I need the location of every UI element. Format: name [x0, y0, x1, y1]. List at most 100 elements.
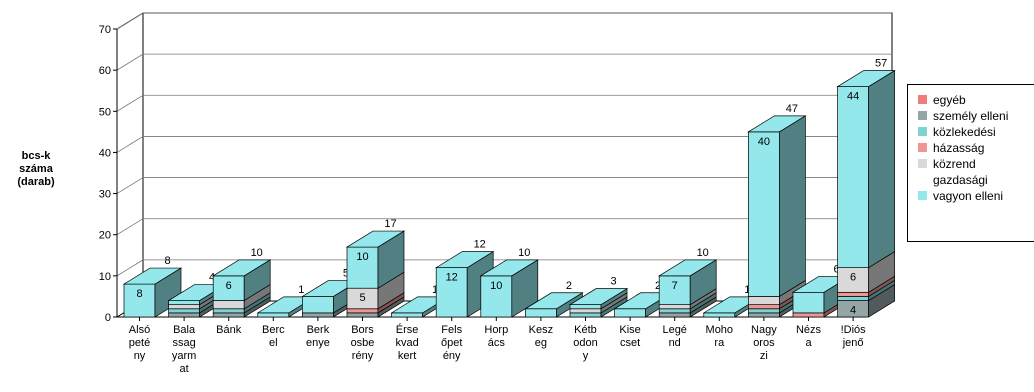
x-tick-label: Kétb [574, 324, 597, 336]
y-axis-label-line: (darab) [17, 176, 55, 188]
bar-segment-front [837, 291, 869, 297]
bar-total-label: 10 [251, 247, 263, 259]
segment-data-label: 6 [226, 280, 232, 292]
bar-top-face [747, 115, 807, 133]
x-tick-label: őpet [441, 337, 462, 349]
x-tick-label: Bánk [216, 324, 242, 336]
legend-label-line: vagyon elleni [933, 189, 1004, 203]
x-tick-label: a [805, 337, 812, 349]
x-tick-label: kert [398, 350, 416, 362]
segment-data-label: 10 [490, 280, 502, 292]
x-tick-label: ény [443, 350, 461, 362]
bar-segment-front [748, 312, 780, 318]
x-tick-label: jenő [842, 337, 864, 349]
segment-data-label: 7 [672, 280, 678, 292]
legend-label-line: házasság [933, 141, 985, 155]
legend-label: személy elleni [933, 108, 1008, 124]
bar-segment-front [168, 304, 200, 310]
segment-data-label: 10 [356, 251, 368, 263]
x-tick-label: Legé [662, 324, 686, 336]
x-tick-label: ny [134, 350, 146, 362]
bar-segment-side [868, 69, 895, 269]
segment-data-label: 5 [359, 292, 365, 304]
bar-segment-front [569, 308, 602, 314]
legend-label-line: egyéb [933, 93, 966, 107]
x-tick-label: Horp [484, 324, 508, 336]
bar-segment-front [168, 300, 200, 306]
x-tick-label: Fels [441, 324, 462, 336]
y-axis-label: bcs-k száma (darab) [4, 150, 68, 189]
y-tick-label: 40 [99, 147, 111, 159]
bar-segment-front [212, 300, 245, 310]
bar-segment-front [346, 308, 379, 314]
legend-item-egyeb: egyéb [918, 92, 1034, 108]
bar-segment-front [569, 304, 602, 310]
legend-swatch [918, 159, 927, 168]
x-tick-label: Kesz [529, 324, 553, 336]
x-tick-label: odon [573, 337, 597, 349]
x-tick-label: nd [669, 337, 681, 349]
x-tick-label: y [583, 350, 589, 362]
bar-segment-front [658, 304, 691, 310]
legend-label: vagyon elleni [933, 188, 1003, 204]
legend: egyéb személy elleni közlekedési házassá… [907, 84, 1034, 242]
grid-line-side [116, 259, 144, 277]
bar-segment-front [658, 312, 691, 318]
legend-swatch [918, 191, 927, 200]
bar-segment-front [792, 291, 825, 314]
legend-label-line: személy elleni [933, 109, 1009, 123]
bar-segment-front [391, 312, 423, 318]
bar-segment-front [748, 308, 780, 314]
bar-top-face [836, 70, 896, 87]
x-tick-label: Moho [706, 324, 734, 336]
grid-line-side [116, 218, 144, 236]
segment-data-label: 40 [758, 136, 770, 148]
x-tick-label: el [269, 337, 278, 349]
bar-segment-side [779, 115, 806, 298]
legend-label-line: közlekedési [933, 125, 996, 139]
y-tick-label: 0 [105, 312, 111, 324]
legend-label: egyéb [933, 92, 966, 108]
bar-total-label: 2 [566, 280, 572, 292]
bar-total-label: 1 [298, 284, 304, 296]
segment-data-label: 44 [847, 91, 859, 103]
legend-item-szemely-elleni: személy elleni [918, 108, 1034, 124]
bar-segment-front [837, 86, 869, 268]
bar-total-label: 2 [655, 280, 661, 292]
bar-total-label: 47 [786, 103, 798, 115]
bar-top-face [434, 251, 495, 268]
segment-data-label: 12 [446, 272, 458, 284]
x-tick-label: Nagy [751, 324, 777, 336]
x-tick-label: cset [620, 337, 640, 349]
x-tick-label: osbe [351, 337, 375, 349]
x-tick-label: Bala [173, 324, 196, 336]
bar-segment-front [302, 296, 334, 314]
bar-segment-front [212, 308, 245, 314]
legend-item-kozlekedesi: közlekedési [918, 124, 1034, 140]
x-tick-label: Berk [307, 324, 330, 336]
bar-total-label: 5 [343, 267, 349, 279]
bar-segment-front [792, 312, 825, 318]
segment-data-label: 6 [850, 272, 856, 284]
bar-segment-front [569, 312, 602, 318]
y-axis-label-line: bcs-k [21, 150, 51, 162]
bar-total-label: 8 [164, 255, 170, 267]
legend-swatch [918, 143, 927, 152]
x-tick-label: Érse [396, 323, 419, 336]
bar-segment-front [614, 308, 646, 318]
segment-data-label: 8 [136, 288, 142, 300]
bar-total-label: 1 [432, 284, 438, 296]
x-tick-label: oros [753, 337, 775, 349]
legend-label: házasság [933, 140, 984, 156]
grid-line-side [116, 94, 144, 112]
bar-segment-front [748, 296, 780, 306]
bar-segment-front [168, 312, 200, 318]
bar-segment-front [212, 312, 245, 318]
legend-label-line: közrend [933, 157, 976, 171]
bar-top-face [211, 259, 272, 277]
bar-total-label: 57 [875, 58, 887, 70]
x-tick-label: !Diós [841, 324, 867, 336]
bar-segment-front [658, 308, 691, 314]
legend-item-kozrend-gazdasagi: közrend gazdasági [918, 156, 1034, 188]
